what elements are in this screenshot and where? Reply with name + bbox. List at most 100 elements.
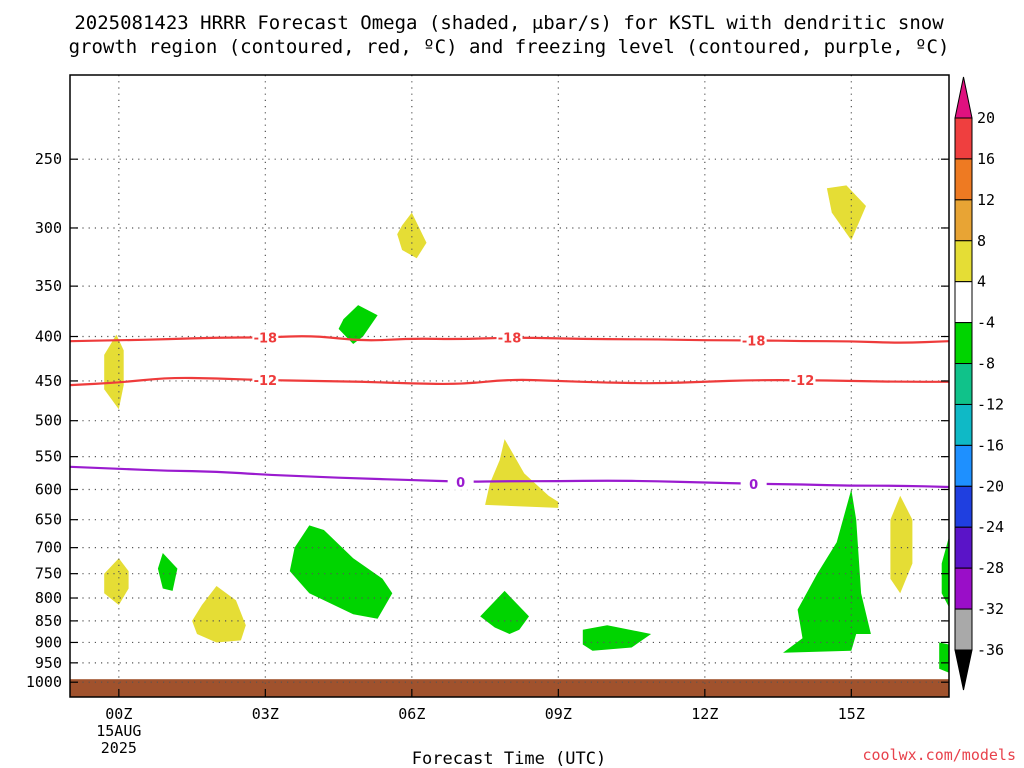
y-tick-label-450: 450	[35, 372, 62, 390]
ascent-region-5	[826, 185, 866, 241]
y-tick-label-250: 250	[35, 150, 62, 168]
colorbar-label-9: -20	[977, 477, 1004, 495]
colorbar-swatch-9	[954, 485, 973, 528]
y-tick-label-800: 800	[35, 589, 62, 607]
dgz-contour--12-label-0: -12	[254, 374, 278, 389]
colorbar-label-11: -28	[977, 559, 1004, 577]
y-axis: 250 300 350 400 450 500 550 600 650 700 750 800 850 9…	[26, 150, 949, 691]
colorbar-label-10: -24	[977, 518, 1004, 536]
ascent-region-2	[192, 586, 246, 643]
plot-frame	[69, 74, 950, 698]
colorbar-label-4: 4	[977, 273, 986, 291]
dgz-contour--18: -18 -18 -18	[69, 329, 950, 349]
colorbar-swatch-12	[954, 608, 973, 651]
y-tick-label-750: 750	[35, 565, 62, 583]
y-tick-label-700: 700	[35, 539, 62, 557]
dgz-contour--18-label-1: -18	[498, 331, 522, 346]
colorbar-swatch-5	[954, 322, 973, 365]
dgz-contour--12-label-1: -12	[791, 374, 815, 389]
freezing-level-contour-label-bg-0	[447, 473, 474, 490]
colorbar-label-13: -36	[977, 641, 1004, 659]
y-tick-label-600: 600	[35, 480, 62, 498]
dgz-contour--12-label-bg-0	[252, 372, 279, 389]
descent-region-10	[480, 590, 529, 634]
colorbar-swatch-0	[954, 117, 973, 160]
descent-region-13	[941, 536, 949, 608]
colorbar-swatch-2	[954, 199, 973, 242]
chart-title-line2: growth region (contoured, red, ºC) and f…	[69, 36, 950, 58]
x-tick-sublabel-date: 15AUG	[96, 722, 141, 740]
credit-text: coolwx.com/models	[862, 746, 1016, 764]
dgz-contour--12-line	[69, 376, 949, 387]
colorbar-swatch-8	[954, 444, 973, 487]
descent-region-11	[582, 625, 652, 651]
dgz-contour--12-label-bg-1	[789, 372, 816, 389]
colorbar-label-1: 16	[977, 150, 995, 168]
y-tick-label-350: 350	[35, 277, 62, 295]
omega-regions	[104, 185, 949, 673]
colorbar: 20 16 12 8 4 -4 -8 -12 -16 -20 -24 -28 -32 -36	[954, 76, 1004, 691]
dgz-contour--18-label-0: -18	[254, 331, 278, 346]
y-tick-label-300: 300	[35, 219, 62, 237]
x-tick-sublabel-year: 2025	[101, 739, 137, 757]
dgz-contour--18-label-bg-0	[252, 329, 279, 346]
x-tick-label-15Z: 15Z	[838, 705, 865, 723]
colorbar-swatch-1	[954, 158, 973, 201]
ascent-region-3	[397, 212, 427, 259]
colorbar-swatch-6	[954, 363, 973, 405]
dgz-contour--18-label-2: -18	[742, 334, 766, 349]
descent-region-14	[939, 642, 949, 673]
freezing-level-contour-label-0: 0	[456, 476, 465, 491]
y-tick-label-550: 550	[35, 448, 62, 466]
colorbar-label-6: -8	[977, 355, 995, 373]
y-tick-label-500: 500	[35, 412, 62, 430]
descent-region-9	[289, 525, 393, 619]
y-tick-label-850: 850	[35, 612, 62, 630]
colorbar-swatch-4	[954, 281, 973, 324]
colorbar-bottom-arrow	[954, 649, 973, 691]
dgz-contour--18-label-bg-2	[740, 332, 767, 349]
y-tick-label-950: 950	[35, 654, 62, 672]
descent-region-8	[157, 553, 178, 591]
dgz-contour--18-line	[69, 335, 950, 344]
freezing-level-contour-label-bg-1	[740, 475, 767, 492]
colorbar-swatch-7	[954, 403, 973, 446]
y-tick-label-400: 400	[35, 328, 62, 346]
colorbar-top-arrow	[954, 76, 973, 119]
plot-area: -18 -18 -18-12 -120 025030035040045050055060…	[26, 74, 950, 757]
colorbar-swatch-11	[954, 567, 973, 610]
colorbar-label-8: -16	[977, 436, 1004, 454]
x-tick-label-06Z: 06Z	[398, 705, 425, 723]
ascent-region-1	[104, 558, 129, 605]
x-tick-label-09Z: 09Z	[545, 705, 572, 723]
colorbar-label-7: -12	[977, 395, 1004, 413]
descent-region-12	[783, 489, 871, 653]
terrain-band	[70, 679, 949, 697]
x-tick-label-00Z: 00Z	[105, 705, 132, 723]
dgz-contour--18-label-bg-1	[496, 329, 523, 346]
x-tick-label-12Z: 12Z	[691, 705, 718, 723]
ascent-region-4	[485, 439, 559, 508]
y-tick-label-650: 650	[35, 511, 62, 529]
freezing-level-contour-label-1: 0	[749, 478, 758, 493]
ascent-region-6	[890, 495, 913, 594]
chart-title-line1: 2025081423 HRRR Forecast Omega (shaded, …	[74, 12, 944, 34]
y-tick-label-1000: 1000	[26, 673, 62, 691]
dgz-contour--12: -12 -12	[69, 372, 949, 389]
colorbar-swatch-10	[954, 526, 973, 569]
x-tick-label-03Z: 03Z	[252, 705, 279, 723]
colorbar-label-5: -4	[977, 314, 995, 332]
ascent-region-0	[104, 334, 124, 410]
colorbar-label-2: 12	[977, 191, 995, 209]
freezing-level-contour-line	[69, 465, 950, 489]
colorbar-label-3: 8	[977, 232, 986, 250]
descent-region-7	[338, 305, 378, 344]
x-axis-label: Forecast Time (UTC)	[412, 749, 606, 768]
y-tick-label-900: 900	[35, 633, 62, 651]
colorbar-swatch-3	[954, 240, 973, 283]
colorbar-label-0: 20	[977, 109, 995, 127]
colorbar-label-12: -32	[977, 600, 1004, 618]
